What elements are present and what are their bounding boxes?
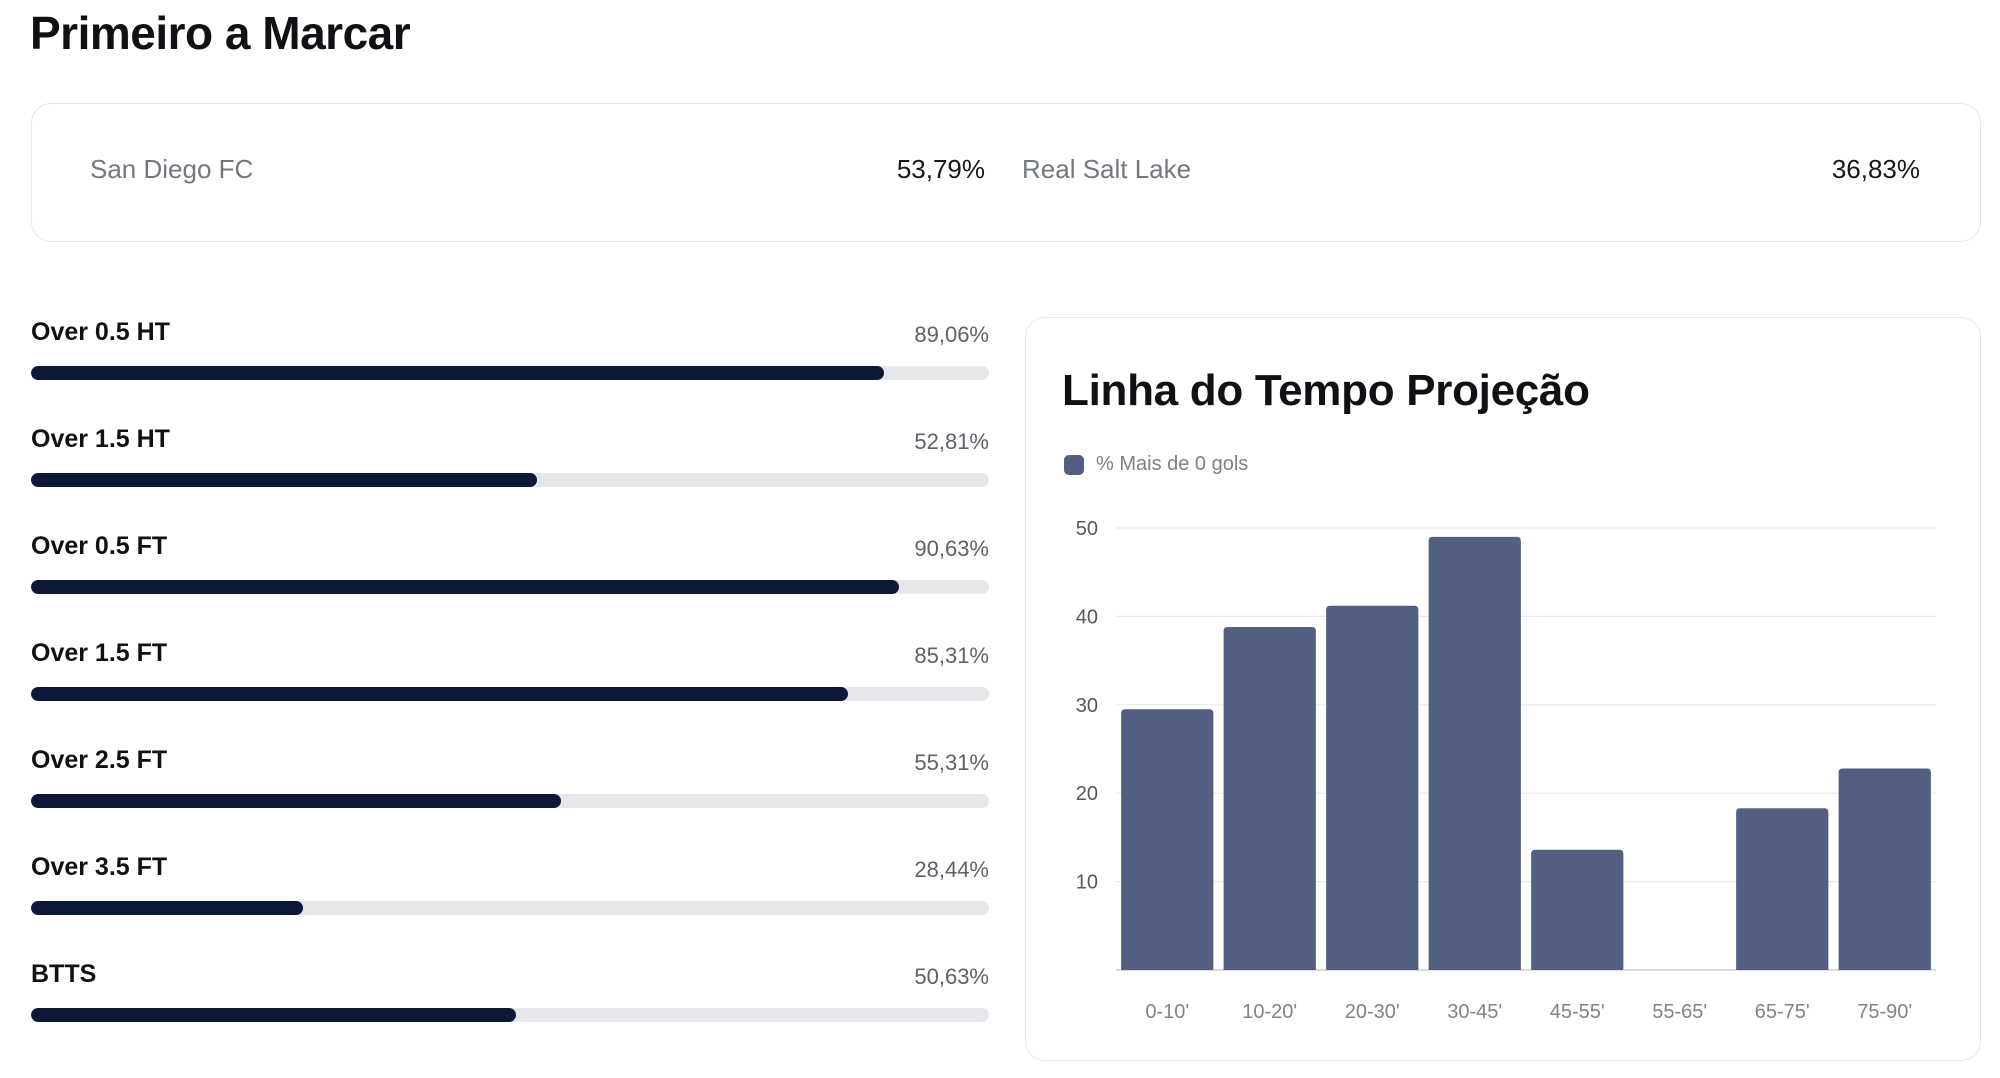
page-title: Primeiro a Marcar [30,7,411,59]
timeline-chart-card: Linha do Tempo Projeção % Mais de 0 gols… [1025,317,1981,1061]
chart-legend[interactable]: % Mais de 0 gols [1064,453,1248,476]
market-row-over-0-5-ht: Over 0.5 HT 89,06% [31,316,989,423]
legend-swatch [1064,454,1084,475]
y-tick-label: 40 [1076,606,1098,628]
market-label: Over 3.5 FT [31,853,168,881]
x-tick-label: 55-65' [1652,1001,1707,1023]
home-team-probability: 53,79% [896,154,985,184]
progress-fill [31,901,304,915]
progress-track [31,794,989,808]
progress-fill [31,1008,517,1022]
bar-7[interactable] [1838,768,1931,970]
market-percentage: 89,06% [914,322,989,347]
market-row-over-2-5-ft: Over 2.5 FT 55,31% [31,744,989,851]
first-to-score-card: San Diego FC 53,79% Real Salt Lake 36,83… [31,103,1981,242]
market-row-btts: BTTS 50,63% [31,958,989,1065]
progress-fill [31,473,537,487]
market-row-over-3-5-ft: Over 3.5 FT 28,44% [31,851,989,958]
x-tick-label: 0-10' [1145,1001,1189,1023]
market-row-over-1-5-ht: Over 1.5 HT 52,81% [31,423,989,530]
market-percentage: 50,63% [914,964,989,989]
y-tick-label: 30 [1076,695,1098,717]
y-tick-label: 50 [1076,518,1098,540]
progress-track [31,687,989,701]
market-label: Over 1.5 FT [31,639,168,667]
away-team-probability: 36,83% [1831,154,1920,184]
progress-track [31,901,989,915]
progress-fill [31,580,900,594]
market-label: BTTS [31,960,97,988]
x-tick-label: 75-90' [1857,1001,1912,1023]
market-percentage: 55,31% [914,750,989,775]
bar-6[interactable] [1736,808,1829,970]
goal-markets-list: Over 0.5 HT 89,06% Over 1.5 HT 52,81% Ov… [31,316,989,1065]
market-label: Over 1.5 HT [31,425,170,453]
market-row-over-1-5-ft: Over 1.5 FT 85,31% [31,637,989,744]
x-tick-label: 65-75' [1755,1001,1810,1023]
market-percentage: 85,31% [914,643,989,668]
home-team-name: San Diego FC [90,154,254,184]
timeline-bar-chart: 10 20 30 40 50 0-10' 10-20' 20-30' 30-45' 45-55' 5… [1076,518,1936,1023]
legend-label: % Mais de 0 gols [1096,453,1249,475]
y-tick-label: 10 [1076,872,1098,894]
x-tick-label: 10-20' [1242,1001,1297,1023]
bar-4[interactable] [1531,849,1624,970]
market-percentage: 90,63% [914,536,989,561]
progress-fill [31,687,849,701]
x-tick-label: 45-55' [1550,1001,1605,1023]
progress-track [31,366,989,380]
bar-1[interactable] [1223,627,1316,970]
progress-fill [31,366,885,380]
bar-3[interactable] [1428,536,1521,970]
market-percentage: 28,44% [914,857,989,882]
x-tick-label: 30-45' [1447,1001,1502,1023]
bar-0[interactable] [1121,709,1214,970]
market-percentage: 52,81% [914,429,989,454]
y-tick-label: 20 [1076,783,1098,805]
market-label: Over 0.5 FT [31,532,168,560]
market-row-over-0-5-ft: Over 0.5 FT 90,63% [31,530,989,637]
chart-title: Linha do Tempo Projeção [1062,366,1590,415]
x-tick-label: 20-30' [1345,1001,1400,1023]
away-team-name: Real Salt Lake [1022,154,1192,184]
progress-track [31,1008,989,1022]
progress-track [31,580,989,594]
bar-2[interactable] [1326,605,1419,970]
progress-fill [31,794,561,808]
market-label: Over 0.5 HT [31,318,170,346]
market-label: Over 2.5 FT [31,746,168,774]
progress-track [31,473,989,487]
